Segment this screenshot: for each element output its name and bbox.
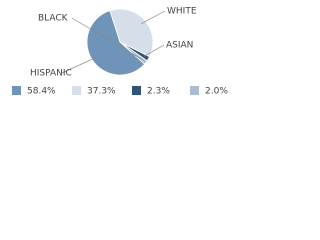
legend-swatch [72, 86, 81, 95]
legend-swatch [132, 86, 141, 95]
legend-swatch [12, 86, 21, 95]
pie-slice [109, 8, 154, 58]
leader-line [141, 10, 166, 25]
slice-label: ASIAN [166, 41, 193, 51]
chart: HISPANIC WHITE ASIAN BLACK 58.4% 37.3% 2.3% 2.0… [12, 7, 228, 97]
legend-value: 37.3% [87, 87, 116, 97]
leader-line [143, 44, 165, 57]
slice-label: WHITE [167, 7, 197, 17]
legend-value: 2.3% [147, 87, 170, 97]
slice-label: BLACK [38, 14, 69, 24]
legend-value: 2.0% [205, 87, 228, 97]
pie-slice [86, 10, 146, 76]
legend-value: 58.4% [27, 87, 56, 97]
leader-line [61, 56, 97, 74]
legend-swatch [190, 86, 199, 95]
leader-line [71, 17, 143, 60]
page: {"chart_data": {"type": "pie", "categori… [0, 0, 320, 100]
slice-label: HISPANIC [30, 69, 72, 79]
